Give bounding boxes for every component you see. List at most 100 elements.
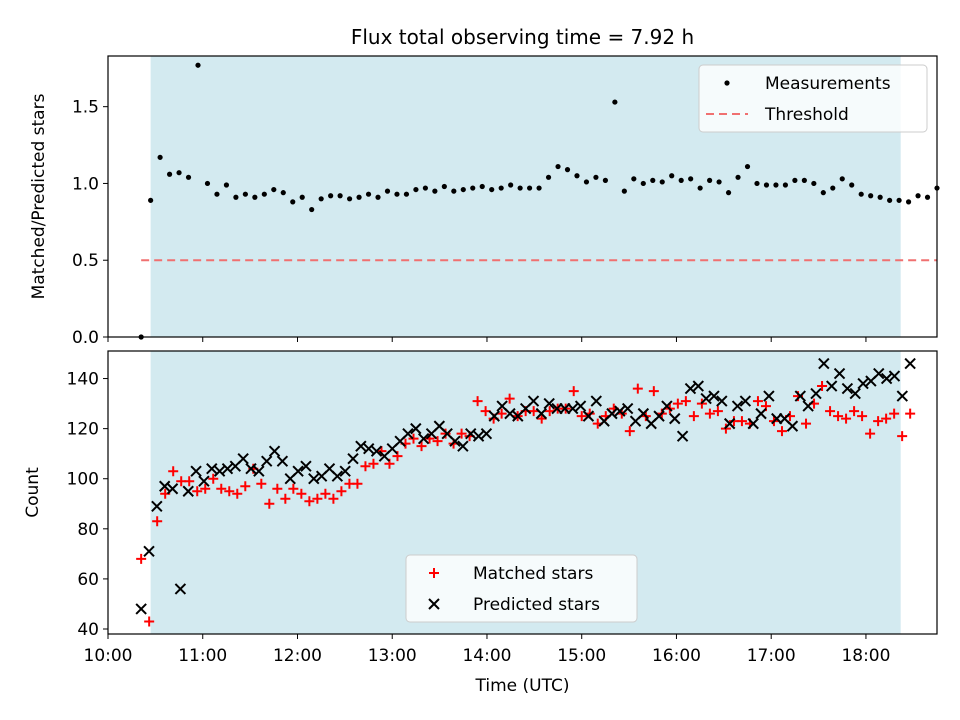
y-tick-label: 140 xyxy=(67,370,99,390)
measurement-point xyxy=(877,194,883,200)
predicted-star-point xyxy=(151,500,163,512)
predicted-star-point xyxy=(410,422,422,435)
matched-star-point xyxy=(184,476,195,487)
measurement-point xyxy=(650,177,656,183)
legend-label: Measurements xyxy=(765,74,891,94)
predicted-star-point xyxy=(731,400,744,412)
measurement-point xyxy=(583,179,590,185)
predicted-star-point xyxy=(355,440,367,452)
predicted-star-point xyxy=(692,380,704,392)
matched-star-point xyxy=(833,411,844,422)
x-axis-label: Time (UTC) xyxy=(475,676,570,696)
measurement-point xyxy=(896,197,902,203)
predicted-star-point xyxy=(245,463,257,475)
measurement-point xyxy=(858,191,864,197)
measurement-point xyxy=(176,170,182,176)
x-tick-label: 14:00 xyxy=(462,646,511,666)
predicted-star-point xyxy=(818,357,830,370)
measurement-point xyxy=(640,180,646,187)
predicted-star-point xyxy=(363,442,375,455)
measurement-point xyxy=(602,177,609,183)
predicted-star-point xyxy=(841,382,854,395)
predicted-star-point xyxy=(582,410,595,422)
measurement-point xyxy=(545,174,552,180)
legend-box xyxy=(405,554,638,623)
measurement-point xyxy=(792,177,798,183)
predicted-star-point xyxy=(174,583,187,595)
matched-star-point xyxy=(849,406,860,417)
predicted-star-point xyxy=(527,395,540,407)
measurement-point xyxy=(820,190,826,196)
measurement-point xyxy=(337,193,343,199)
matched-star-point xyxy=(801,418,812,429)
measurement-point xyxy=(280,190,286,196)
predicted-star-point xyxy=(402,427,414,440)
measurement-point xyxy=(555,163,561,170)
legend-box xyxy=(698,64,928,133)
measurement-point xyxy=(356,194,362,200)
y-tick-label: 1.0 xyxy=(72,174,99,194)
matched-star-point xyxy=(841,413,852,424)
matched-star-point xyxy=(280,493,291,504)
y-tick-label: 1.5 xyxy=(72,98,99,118)
measurement-point xyxy=(801,177,807,183)
x-tick-label: 15:00 xyxy=(557,646,606,666)
measurement-point xyxy=(460,186,466,193)
matched-star-point xyxy=(873,416,884,427)
measurement-point xyxy=(707,177,713,183)
predicted-star-point xyxy=(825,380,838,392)
measurement-point xyxy=(318,196,324,202)
matched-star-point xyxy=(216,483,227,494)
matched-star-point xyxy=(232,488,243,499)
measurement-point xyxy=(527,185,533,191)
y-tick-label: 0.0 xyxy=(72,328,99,348)
predicted-star-point xyxy=(700,392,712,405)
matched-star-point xyxy=(496,408,507,419)
x-tick-label: 18:00 xyxy=(841,646,890,666)
x-tick-label: 12:00 xyxy=(273,646,322,666)
matched-star-point xyxy=(352,478,363,489)
measurement-point xyxy=(688,176,694,182)
predicted-star-point xyxy=(543,397,555,410)
legend-marker xyxy=(428,598,440,610)
legend-label: Threshold xyxy=(764,105,849,125)
measurement-point xyxy=(413,186,419,193)
x-tick-label: 13:00 xyxy=(368,646,417,666)
predicted-star-point xyxy=(669,412,681,425)
matched-star-point xyxy=(304,496,315,507)
predicted-star-point xyxy=(873,367,885,380)
measurement-point xyxy=(384,188,391,194)
matched-star-point xyxy=(897,431,908,442)
matched-star-point xyxy=(336,486,347,497)
predicted-star-point xyxy=(253,465,265,477)
matched-star-point xyxy=(544,406,555,417)
predicted-star-point xyxy=(331,470,344,482)
x-tick-label: 10:00 xyxy=(84,646,133,666)
measurement-point xyxy=(612,99,618,105)
matched-star-point xyxy=(240,481,251,492)
matched-star-point xyxy=(648,386,659,397)
matched-star-point xyxy=(504,393,515,404)
measurement-point xyxy=(365,191,372,197)
predicted-star-point xyxy=(504,407,516,420)
predicted-star-point xyxy=(190,465,202,477)
predicted-star-point xyxy=(535,407,548,420)
legend-label: Matched stars xyxy=(473,564,593,584)
y-axis-label: Count xyxy=(23,467,43,518)
measurement-point xyxy=(564,167,571,173)
measurement-point xyxy=(204,180,211,187)
matched-star-point xyxy=(168,466,179,477)
x-tick-label: 11:00 xyxy=(178,646,227,666)
predicted-star-point xyxy=(684,382,697,395)
matched-star-point xyxy=(208,473,219,484)
y-tick-label: 80 xyxy=(77,520,99,540)
measurement-point xyxy=(375,194,381,200)
measurement-point xyxy=(185,174,192,180)
matched-star-point xyxy=(672,398,683,409)
predicted-star-point xyxy=(347,452,359,465)
measurement-point xyxy=(148,197,154,203)
measurement-point xyxy=(299,194,305,200)
predicted-star-point xyxy=(417,432,430,445)
predicted-star-point xyxy=(574,400,587,412)
